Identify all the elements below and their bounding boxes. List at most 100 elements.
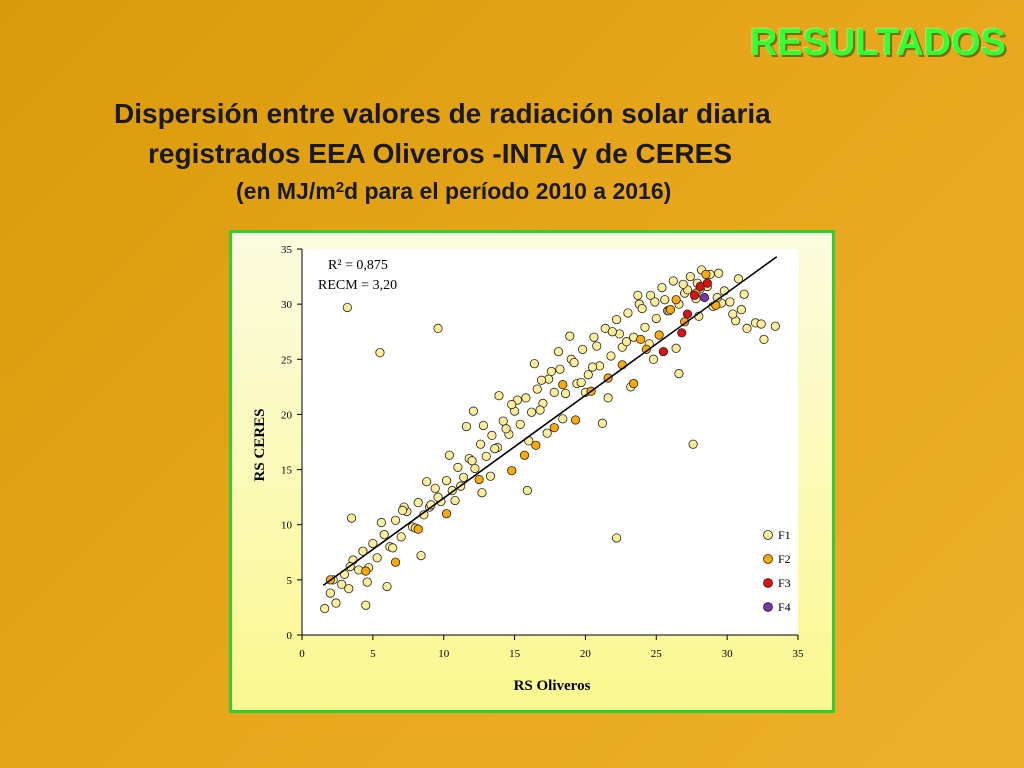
legend-marker-f3 [763,578,773,588]
data-point-f1 [398,505,408,515]
data-point-f1 [320,603,330,614]
data-point-f1 [368,538,378,549]
data-point-f1 [478,420,488,431]
data-point-f1 [603,393,613,403]
data-point-f2 [531,440,541,450]
axes: 0 5 10 15 20 25 30 35 0 5 10 15 20 25 30 35 [281,244,804,660]
subtitle-line-3: (en MJ/m2d para el período 2010 a 2016) [236,178,671,205]
data-point-f3 [682,309,693,319]
data-point-f1 [526,407,537,417]
data-point-f1 [477,488,487,498]
subtitle-units-pre: (en MJ/m [236,178,336,204]
data-point-f1 [606,351,616,361]
data-point-f2 [671,295,681,305]
data-point-f1 [376,517,386,528]
x-tick-label: 10 [438,648,450,660]
legend-label-f1: F1 [778,528,791,542]
data-point-f1 [633,290,643,300]
data-point-f1 [458,472,469,482]
data-point-f1 [759,334,769,345]
data-point-f1 [555,364,565,374]
r-squared-label: R² = 0,875 [328,258,388,273]
data-point-f1 [515,419,525,429]
data-point-f1 [650,297,660,307]
data-point-f1 [358,546,368,556]
data-point-f1 [621,337,632,347]
data-point-f2 [641,344,651,354]
data-point-f1 [714,268,724,278]
data-point-f1 [535,405,545,415]
data-points [320,265,780,614]
regression-line [322,256,778,587]
y-tick-label: 0 [287,630,293,642]
data-point-f1 [685,271,695,282]
data-point-f1 [347,513,357,523]
data-point-f2 [549,423,559,433]
data-point-f1 [379,530,389,540]
y-tick-label: 35 [281,244,293,256]
data-point-f1 [481,451,491,461]
data-point-f1 [577,344,588,354]
subtitle-line-2: registrados EEA Oliveros -INTA y de CERE… [148,138,733,169]
data-point-f1 [733,274,744,284]
data-point-f1 [331,598,341,608]
x-tick-label: 15 [509,648,520,660]
y-tick-label: 30 [281,299,293,311]
data-point-f1 [565,331,575,341]
data-point-f2 [390,557,401,567]
data-point-f1 [668,276,678,286]
data-point-f1 [422,477,432,487]
data-point-f1 [770,321,780,331]
data-point-f1 [736,305,746,315]
data-point-f3 [702,278,712,288]
legend-label-f4: F4 [778,600,791,614]
data-point-f2 [654,330,664,340]
data-point-f1 [521,393,531,403]
data-point-f3 [677,328,687,338]
data-point-f1 [660,295,670,305]
y-tick-label: 20 [281,409,293,421]
data-point-f1 [657,282,667,293]
data-point-f1 [623,308,633,318]
data-point-f1 [553,346,564,357]
data-point-f1 [536,375,547,385]
data-point-f1 [444,450,454,460]
data-point-f2 [519,450,530,460]
slide-heading: RESULTADOS [749,22,1006,64]
data-point-f1 [587,362,598,372]
data-point-f1 [413,498,423,508]
data-point-f1 [344,584,354,594]
data-point-f3 [689,290,700,300]
data-point-f1 [529,359,540,369]
data-point-f1 [390,515,401,525]
x-tick-label: 0 [299,648,305,660]
data-point-f1 [725,297,735,307]
data-point-f1 [569,357,579,368]
y-axis-title: RS CERES [252,409,268,482]
subtitle-units-sup: 2 [335,179,345,196]
legend-marker-f2 [763,554,773,564]
data-point-f1 [342,302,352,313]
data-point-f2 [636,334,646,345]
data-point-f1 [532,384,542,394]
data-point-f1 [450,495,460,506]
data-point-f1 [728,309,738,319]
plot-area [302,249,798,635]
x-tick-label: 30 [722,648,734,660]
data-point-f1 [388,543,398,553]
data-point-f1 [549,387,559,397]
data-point-f2 [570,415,581,425]
data-point-f1 [433,323,443,334]
data-point-f1 [546,366,557,377]
data-point-f2 [361,566,371,576]
subtitle-units-post: d para el período 2010 a 2016) [344,178,672,204]
data-point-f1 [640,322,650,332]
data-point-f1 [501,424,511,434]
legend-marker-f4 [763,602,773,612]
y-tick-label: 15 [281,465,293,477]
data-point-f2 [413,524,423,534]
data-point-f1 [361,600,371,610]
data-point-f1 [441,476,452,486]
legend: F1 F2 F3 F4 [763,528,791,614]
data-point-f1 [592,341,602,351]
